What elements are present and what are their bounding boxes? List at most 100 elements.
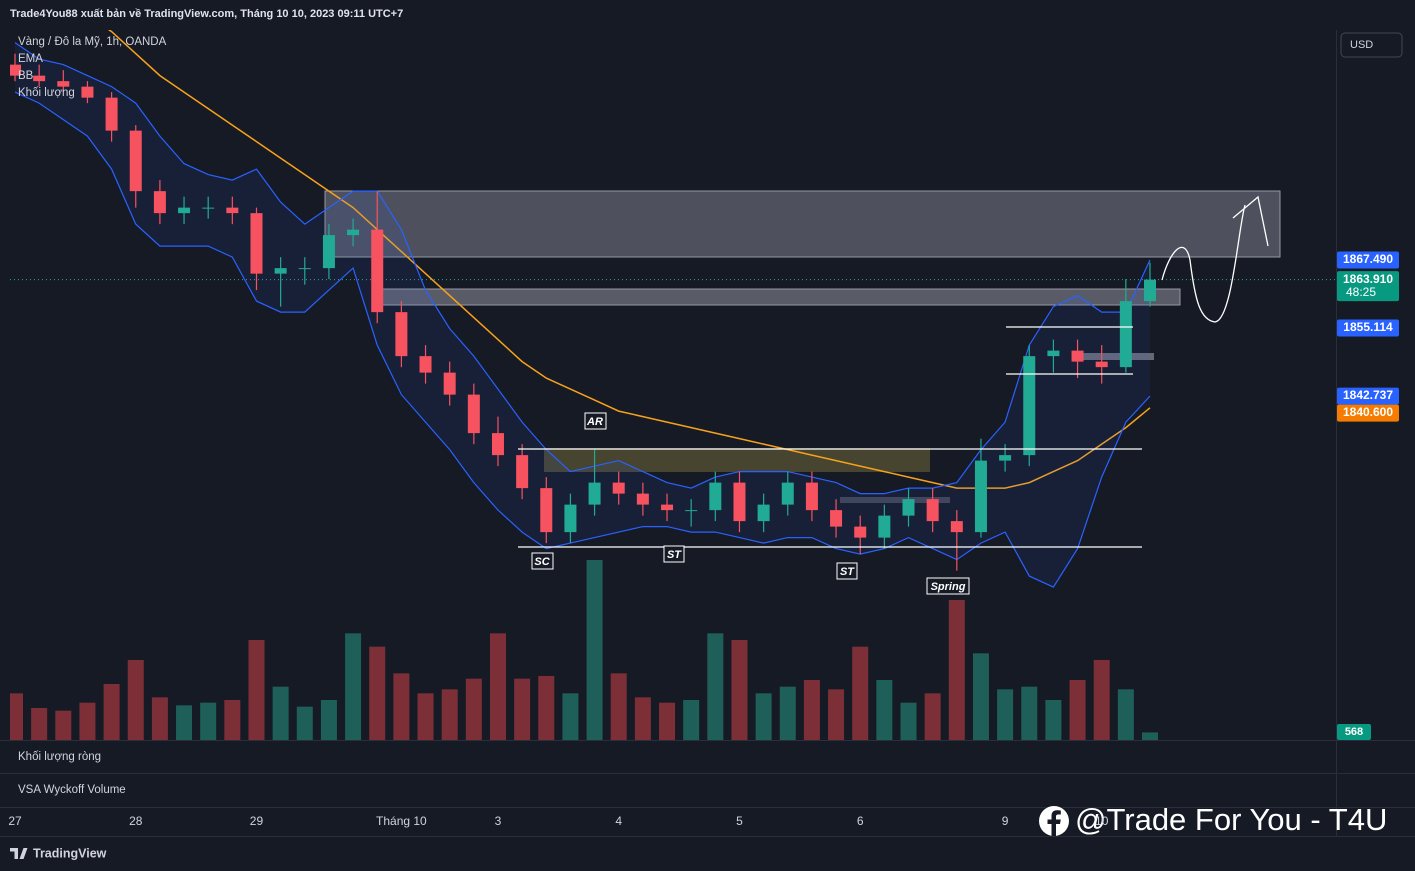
volume-bar — [296, 706, 313, 740]
volume-bar — [103, 684, 120, 740]
candle-body — [950, 521, 963, 533]
volume-bar — [1069, 680, 1086, 740]
volume-bar — [55, 710, 72, 740]
volume-bar — [634, 697, 651, 740]
volume-bar — [683, 700, 700, 740]
candle-body — [685, 510, 698, 512]
x-tick-label: Tháng 10 — [376, 814, 427, 828]
x-tick-label: 27 — [8, 814, 22, 828]
x-tick-label: 6 — [857, 814, 864, 828]
volume-bar — [707, 633, 724, 740]
annotation: ST — [840, 566, 855, 578]
volume-bar — [514, 678, 531, 740]
candle-body — [830, 510, 843, 527]
candle-body — [105, 97, 118, 131]
candle-body — [781, 482, 794, 505]
candle-body — [322, 235, 335, 269]
volume-bar — [417, 693, 434, 740]
volume-bar — [1093, 660, 1110, 740]
annotation: AR — [586, 416, 603, 428]
price-tag-label: 1863.910 — [1343, 272, 1393, 286]
price-tag-label: 1840.600 — [1343, 405, 1393, 419]
volume-bars — [10, 560, 1158, 740]
currency[interactable]: USD — [1350, 39, 1373, 51]
countdown: 48:25 — [1346, 285, 1376, 299]
projection-arrow — [1161, 195, 1269, 323]
annotations: AR SC ST ST Spring — [531, 412, 970, 595]
candle-body — [226, 207, 239, 214]
candle-body — [805, 482, 818, 511]
candle-body — [564, 504, 577, 533]
price-tag — [1337, 319, 1399, 337]
volume-bar — [562, 693, 579, 740]
volume-bar — [441, 689, 458, 740]
volume-bar — [610, 673, 627, 740]
candle-body — [274, 268, 287, 274]
volume-bar — [779, 686, 796, 740]
watermark-text: @Trade For You - T4U — [1075, 802, 1387, 837]
volume-bar — [272, 686, 289, 740]
x-tick-label: 5 — [736, 814, 743, 828]
volume-bar — [948, 600, 965, 740]
legend-symbol: Vàng / Đô la Mỹ, 1h, OANDA — [18, 36, 167, 48]
candle-body — [540, 488, 553, 533]
price-tag-label: 1842.737 — [1343, 388, 1393, 402]
candle-body — [854, 526, 867, 538]
brand: TradingView — [10, 846, 107, 860]
volume-bar — [755, 693, 772, 740]
volume-bar — [320, 700, 337, 740]
volume-bar — [1021, 686, 1038, 740]
facebook-glyph — [1047, 810, 1061, 836]
volume-bar — [1142, 732, 1158, 740]
volume-bar — [127, 660, 144, 740]
volume-bar — [79, 702, 96, 740]
annotation: Spring — [931, 581, 966, 593]
volume-bar — [731, 640, 748, 740]
volume-bar — [828, 689, 845, 740]
candle-body — [1071, 350, 1084, 362]
volume-bar — [200, 702, 217, 740]
candle-body — [1095, 361, 1108, 368]
candle-body — [467, 394, 480, 434]
price-tag — [1337, 387, 1399, 405]
x-tick-label: 28 — [129, 814, 143, 828]
candle-body — [902, 499, 915, 516]
candle-body — [371, 229, 384, 313]
ema-line — [107, 30, 1151, 489]
pane-title: Khối lượng ròng — [18, 751, 101, 763]
candle-body — [81, 86, 94, 98]
candle-body — [33, 75, 46, 82]
candle-body — [1023, 356, 1036, 456]
candle-body — [443, 372, 456, 395]
candle-body — [999, 455, 1012, 461]
volume-bar — [176, 705, 193, 740]
volume-bar — [248, 640, 265, 740]
volume-bar — [852, 646, 869, 740]
volume-bar — [10, 693, 23, 740]
currency-button[interactable] — [1340, 32, 1403, 58]
candle-body — [974, 460, 987, 533]
volume-bar — [972, 653, 989, 740]
drawings — [324, 190, 1281, 503]
x-tick-label: 3 — [495, 814, 502, 828]
volume-bar — [659, 702, 676, 740]
candle-body — [636, 493, 649, 505]
candle-body — [1119, 301, 1132, 368]
volume-bar — [1045, 700, 1062, 740]
price-tag-label: 1855.114 — [1343, 320, 1393, 334]
candle-body — [153, 191, 166, 214]
candle-body — [661, 504, 674, 511]
bb-lower — [14, 91, 1151, 588]
supply-zone — [372, 288, 1181, 306]
volume-bar — [489, 633, 506, 740]
candle-body — [10, 64, 21, 76]
candle-body — [419, 356, 432, 373]
candle-body — [202, 207, 215, 209]
candle-body — [733, 482, 746, 522]
candle-body — [57, 81, 70, 87]
pane-title: VSA Wyckoff Volume — [18, 784, 126, 796]
candle-body — [129, 130, 142, 192]
volume-bar — [369, 646, 386, 740]
volume-tag-label: 568 — [1345, 726, 1363, 738]
